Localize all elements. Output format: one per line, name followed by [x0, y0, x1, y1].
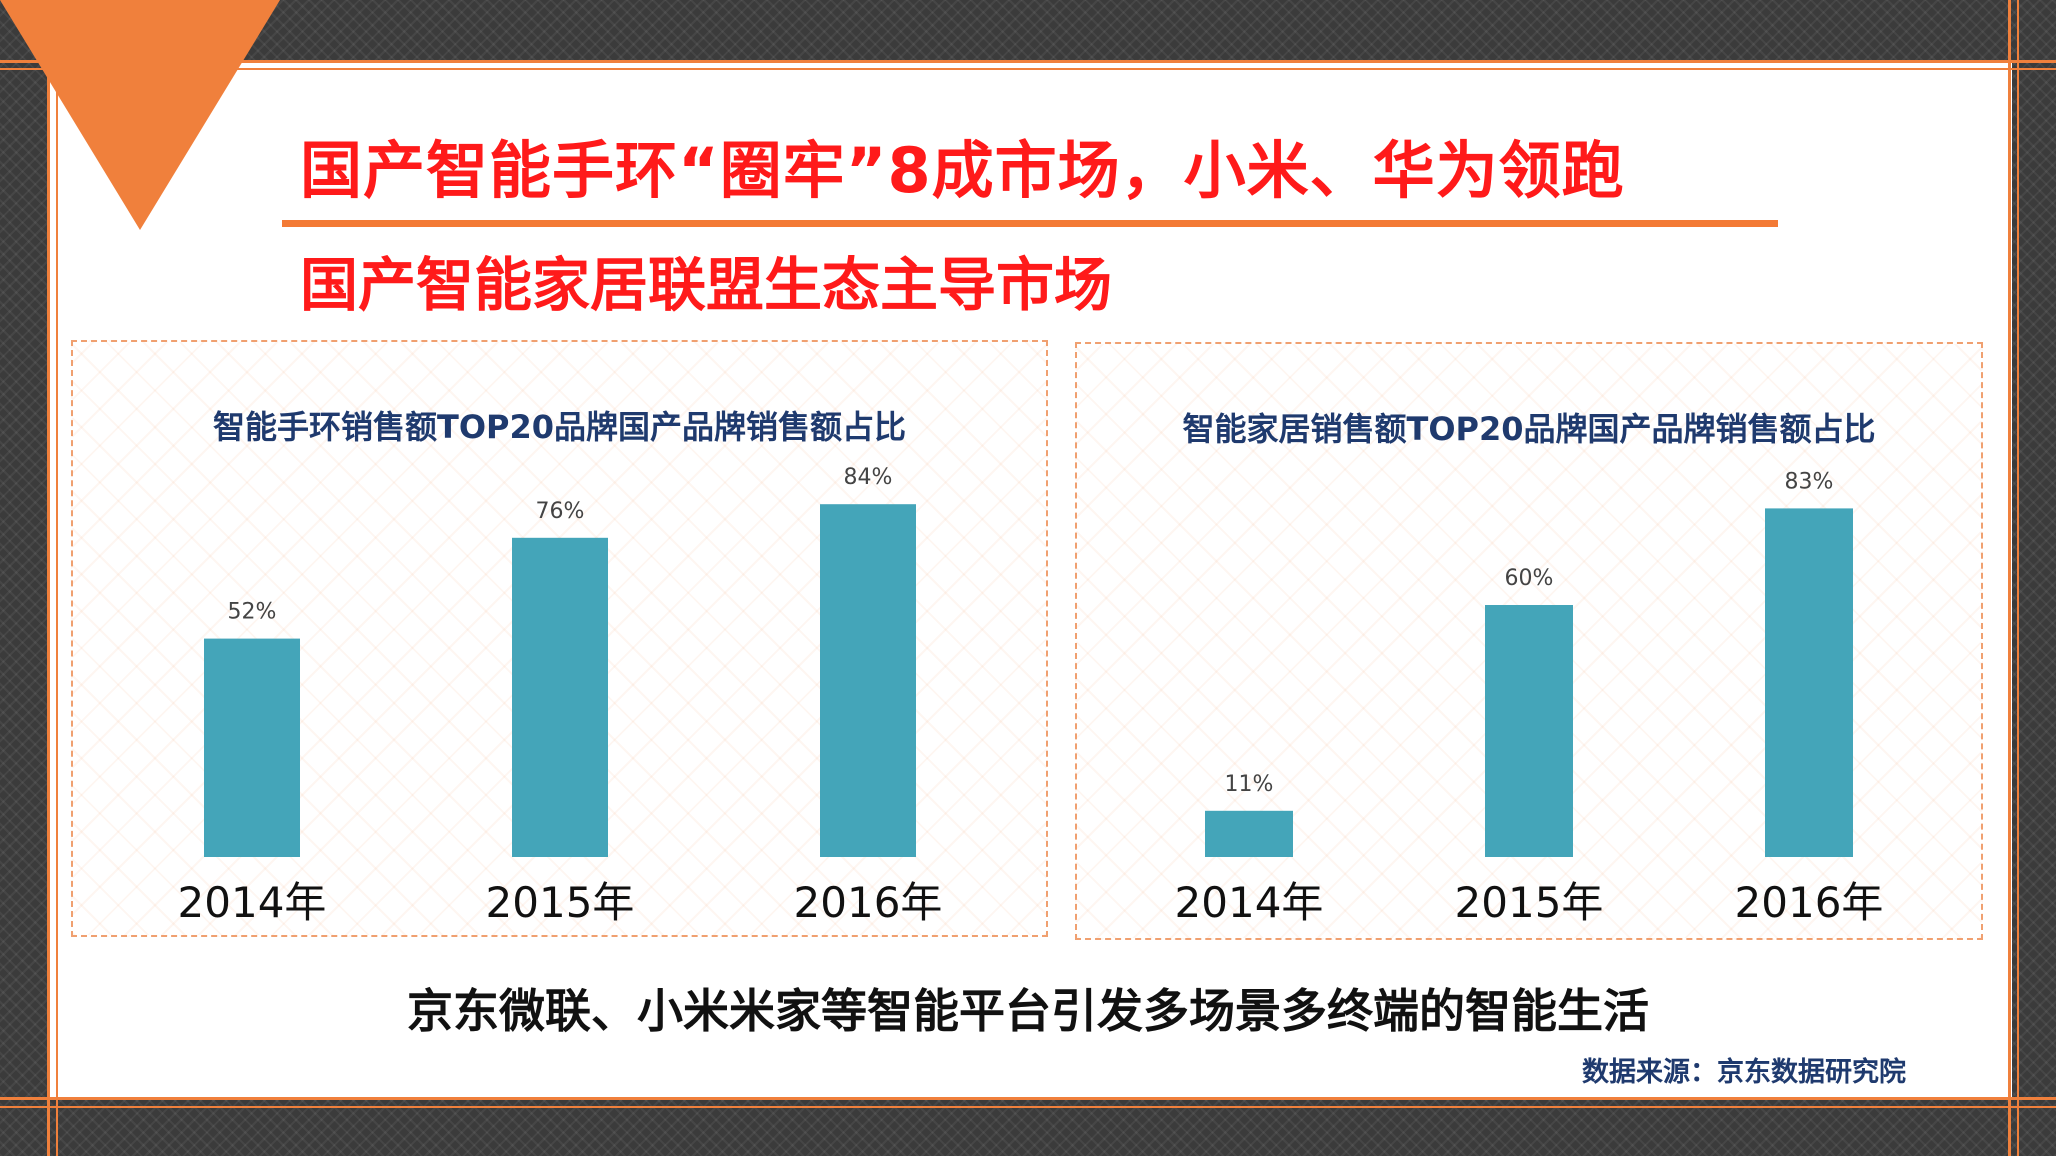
frame-line-bottom-inner: [0, 1106, 2056, 1108]
frame-line-left: [47, 0, 50, 1156]
bar-2016年: [820, 504, 916, 857]
frame-line-top: [0, 60, 2056, 63]
bar-2014年: [204, 638, 300, 857]
page-title: 国产智能手环“圈牢”8成市场，小米、华为领跑: [300, 134, 1625, 207]
chart-panel-bands: 智能手环销售额TOP20品牌国产品牌销售额占比 52% 2014年 76% 2015年…: [71, 340, 1048, 937]
data-label: 84%: [844, 465, 893, 490]
bar-2015年: [1485, 605, 1573, 857]
bar-2016年: [1765, 508, 1853, 857]
title-divider: [282, 220, 1778, 227]
chart-panel-smart-home: 智能家居销售额TOP20品牌国产品牌销售额占比 11% 2014年 60% 2015年…: [1075, 342, 1983, 940]
category-label: 2016年: [1735, 878, 1884, 927]
data-label: 60%: [1505, 566, 1554, 591]
bar-2014年: [1205, 810, 1293, 857]
data-label: 83%: [1785, 469, 1834, 494]
chart-title-bands: 智能手环销售额TOP20品牌国产品牌销售额占比: [212, 408, 907, 446]
category-label: 2014年: [178, 878, 327, 927]
frame-line-right-inner: [2017, 0, 2019, 1156]
category-label: 2014年: [1175, 878, 1324, 927]
category-label: 2015年: [486, 878, 635, 927]
corner-triangle: [0, 0, 280, 230]
frame-line-right: [2008, 0, 2011, 1156]
data-label: 52%: [228, 600, 277, 625]
data-source: 数据来源：京东数据研究院: [1582, 1057, 1906, 1088]
chart-title-smart-home: 智能家居销售额TOP20品牌国产品牌销售额占比: [1182, 410, 1876, 448]
bar-chart-bands: 52% 2014年 76% 2015年 84% 2016年: [178, 465, 943, 927]
data-label: 76%: [536, 499, 585, 524]
frame-line-left-inner: [56, 0, 58, 1156]
category-label: 2016年: [794, 878, 943, 927]
frame-line-bottom: [0, 1097, 2056, 1100]
page-subtitle: 国产智能家居联盟生态主导市场: [300, 251, 1113, 319]
bar-2015年: [512, 537, 608, 857]
frame-line-top-inner: [0, 68, 2056, 70]
bar-chart-smart-home: 11% 2014年 60% 2015年 83% 2016年: [1175, 469, 1884, 927]
category-label: 2015年: [1455, 878, 1604, 927]
data-label: 11%: [1225, 772, 1274, 797]
summary-text: 京东微联、小米米家等智能平台引发多场景多终端的智能生活: [407, 984, 1649, 1038]
